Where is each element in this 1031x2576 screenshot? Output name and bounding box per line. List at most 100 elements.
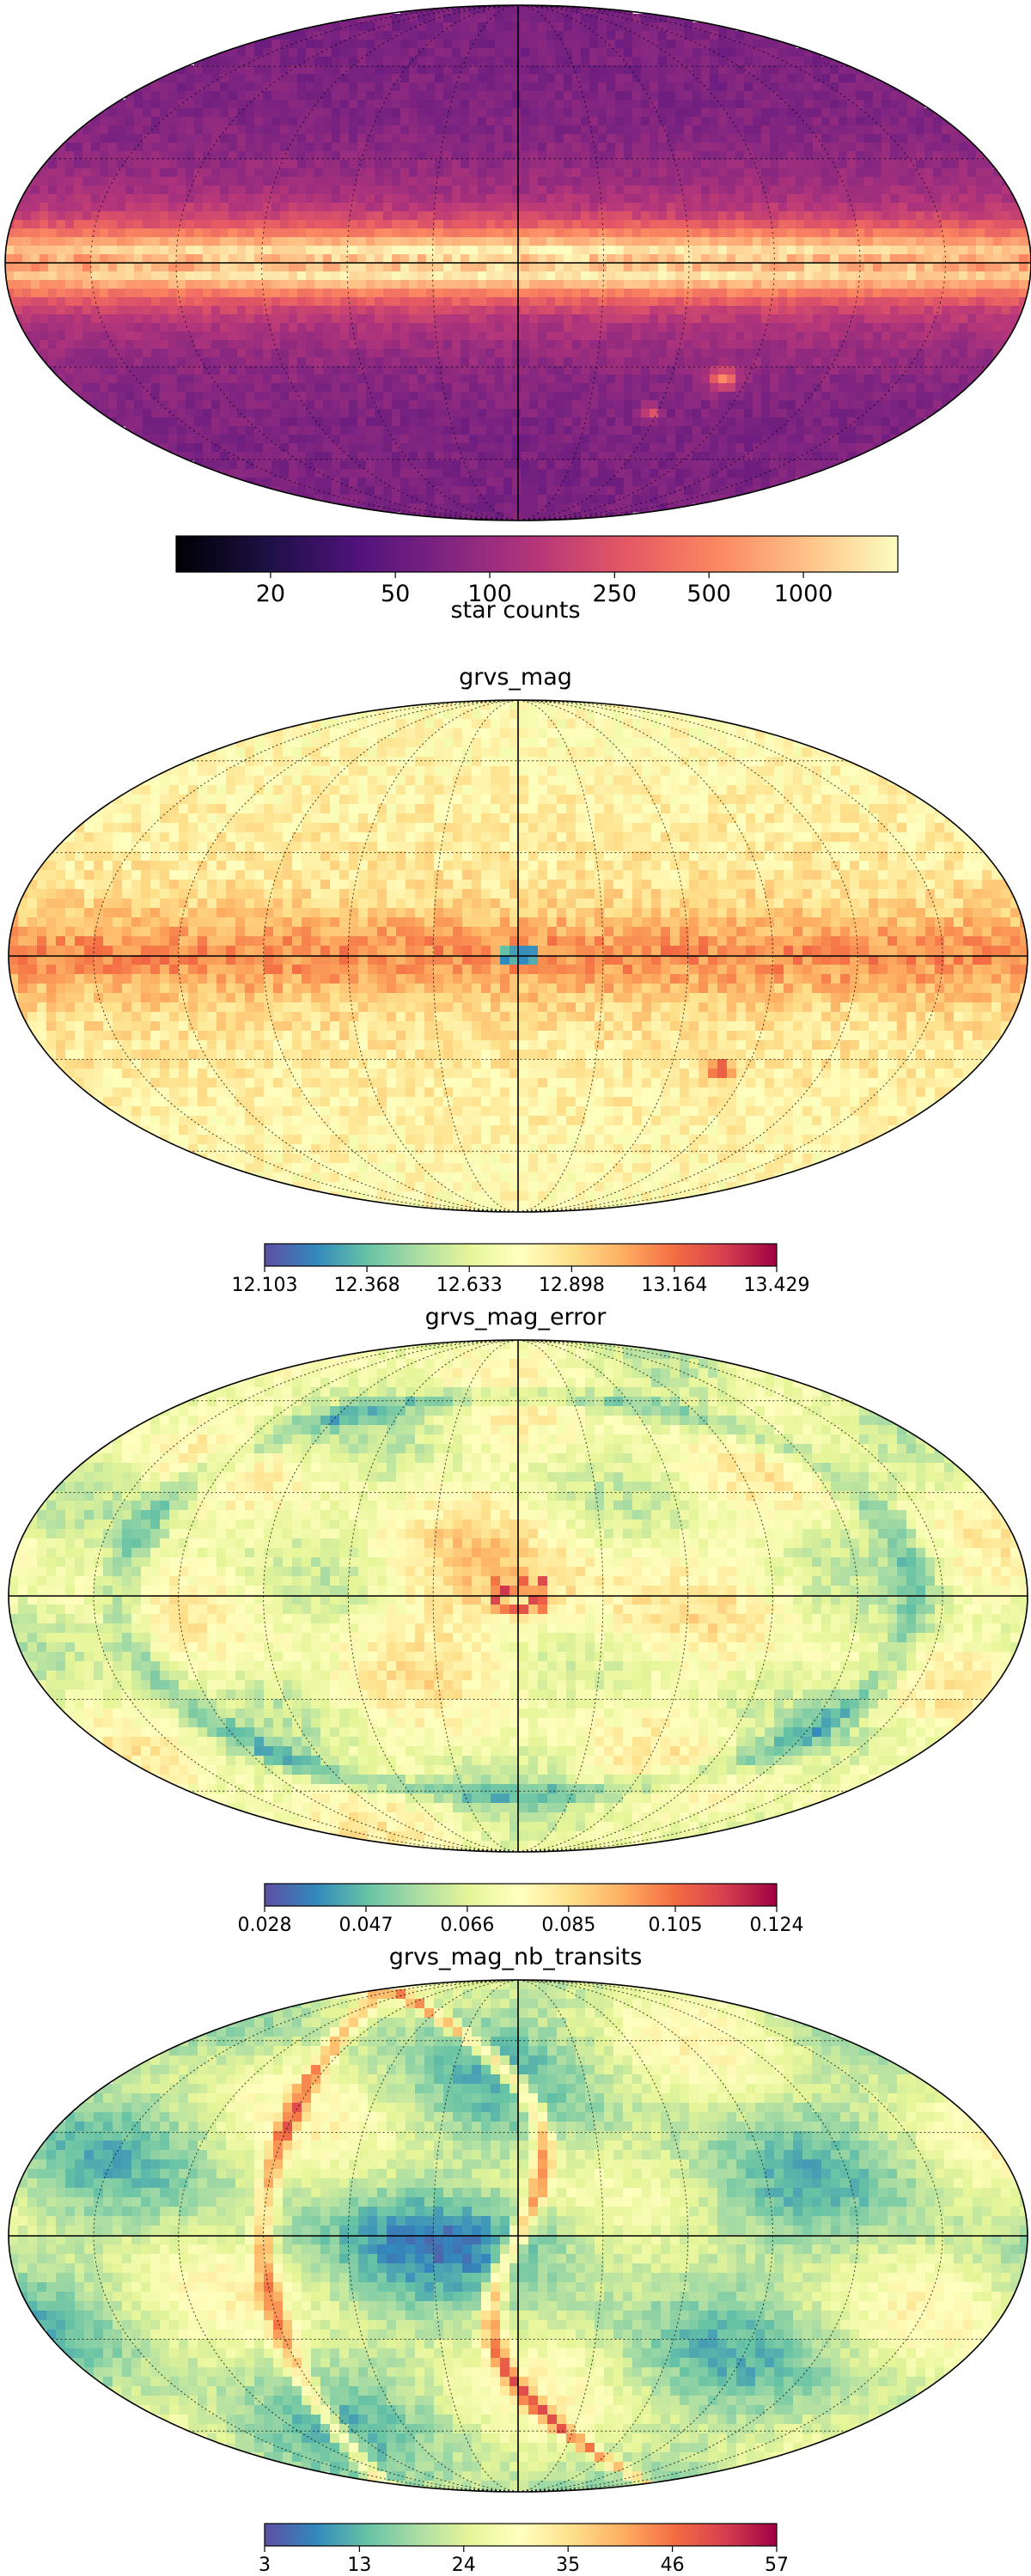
sky-pixel — [503, 289, 513, 298]
sky-pixel — [74, 254, 83, 264]
sky-pixel — [177, 409, 186, 418]
sky-pixel — [186, 263, 195, 272]
sky-pixel — [177, 74, 186, 83]
sky-pixel — [598, 254, 607, 264]
sky-pixel — [186, 160, 195, 169]
sky-pixel — [108, 263, 118, 272]
sky-pixel — [529, 375, 539, 384]
sky-pixel — [916, 357, 925, 367]
sky-pixel — [323, 228, 332, 238]
sky-pixel — [194, 237, 204, 247]
sky-pixel — [400, 143, 410, 152]
sky-pixel — [5, 263, 15, 272]
sky-pixel — [907, 228, 917, 238]
sky-pixel — [864, 314, 874, 324]
sky-pixel — [340, 271, 350, 281]
sky-pixel — [933, 143, 943, 152]
sky-pixel — [503, 82, 513, 92]
sky-pixel — [821, 108, 831, 118]
sky-pixel — [564, 323, 573, 332]
sky-pixel — [512, 323, 522, 332]
sky-pixel — [357, 246, 367, 255]
sky-pixel — [761, 237, 771, 247]
sky-pixel — [91, 125, 101, 135]
sky-pixel — [332, 74, 341, 83]
sky-pixel — [400, 168, 410, 178]
sky-pixel — [761, 117, 771, 126]
sky-pixel — [100, 108, 109, 118]
sky-pixel — [778, 228, 788, 238]
sky-pixel — [168, 125, 178, 135]
sky-pixel — [796, 340, 805, 350]
sky-pixel — [349, 186, 358, 195]
sky-pixel — [572, 349, 582, 358]
sky-pixel — [194, 143, 204, 152]
sky-pixel — [538, 306, 547, 315]
sky-pixel — [194, 134, 204, 143]
sky-pixel — [546, 108, 556, 118]
sky-pixel — [555, 203, 564, 212]
sky-pixel — [194, 375, 204, 384]
sky-pixel — [40, 332, 49, 341]
sky-pixel — [100, 160, 109, 169]
sky-pixel — [469, 82, 479, 92]
sky-pixel — [82, 186, 92, 195]
sky-pixel — [409, 383, 418, 393]
sky-pixel — [478, 263, 487, 272]
sky-pixel — [839, 134, 848, 143]
sky-pixel — [306, 211, 315, 221]
sky-pixel — [873, 117, 882, 126]
sky-pixel — [770, 151, 779, 161]
sky-pixel — [186, 168, 195, 178]
sky-pixel — [57, 306, 66, 315]
sky-pixel — [323, 65, 332, 75]
sky-pixel — [778, 323, 788, 332]
sky-pixel — [1002, 254, 1011, 264]
sky-pixel — [890, 306, 900, 315]
sky-pixel — [787, 100, 796, 109]
sky-pixel — [521, 409, 530, 418]
sky-pixel — [821, 151, 831, 161]
sky-pixel — [675, 383, 685, 393]
sky-pixel — [237, 366, 247, 375]
sky-pixel — [151, 357, 161, 367]
sky-pixel — [229, 314, 238, 324]
sky-pixel — [418, 40, 427, 49]
sky-pixel — [632, 306, 642, 315]
sky-pixel — [478, 357, 487, 367]
sky-pixel — [435, 340, 444, 350]
sky-pixel — [177, 194, 186, 204]
sky-pixel — [211, 237, 221, 247]
sky-pixel — [770, 100, 779, 109]
sky-pixel — [933, 246, 943, 255]
sky-pixel — [134, 194, 143, 204]
sky-pixel — [529, 40, 539, 49]
sky-pixel — [254, 168, 264, 178]
sky-pixel — [160, 297, 169, 307]
sky-pixel — [718, 237, 728, 247]
sky-pixel — [667, 100, 676, 109]
sky-pixel — [383, 400, 393, 410]
sky-pixel — [735, 349, 745, 358]
sky-pixel — [710, 203, 719, 212]
sky-pixel — [873, 160, 882, 169]
sky-pixel — [418, 82, 427, 92]
sky-pixel — [297, 409, 307, 418]
sky-pixel — [332, 186, 341, 195]
sky-pixel — [426, 392, 436, 401]
sky-pixel — [615, 65, 625, 75]
sky-pixel — [967, 228, 977, 238]
sky-pixel — [65, 340, 75, 350]
sky-pixel — [486, 417, 496, 427]
sky-pixel — [125, 392, 135, 401]
sky-pixel — [271, 228, 281, 238]
sky-pixel — [246, 332, 255, 341]
sky-pixel — [581, 383, 590, 393]
sky-pixel — [718, 74, 728, 83]
sky-pixel — [134, 366, 143, 375]
sky-pixel — [323, 332, 332, 341]
sky-pixel — [469, 125, 479, 135]
sky-pixel — [564, 151, 573, 161]
sky-pixel — [839, 100, 848, 109]
sky-pixel — [246, 125, 255, 135]
